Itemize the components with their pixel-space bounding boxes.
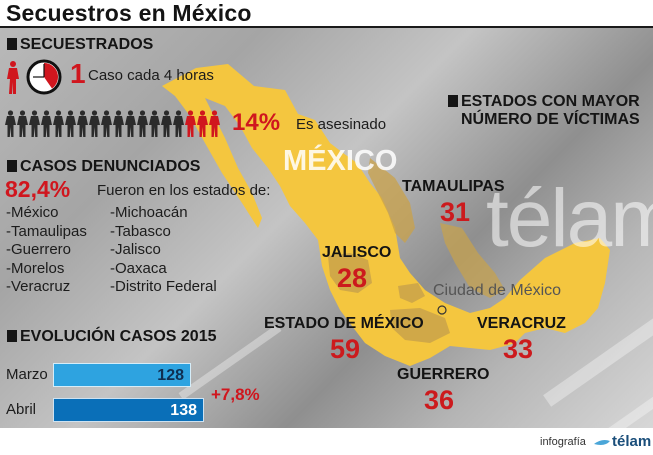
page-title: Secuestros en México [6,0,252,26]
title-divider [0,26,653,28]
people-row [5,110,220,137]
footer-brand: télam [612,433,652,450]
person-icon [137,110,148,137]
person-icon [77,110,88,137]
person-icon [17,110,28,137]
country-label: MÉXICO [283,145,398,177]
state-list-item: -Tabasco [110,222,171,240]
state-name-guerrero: GUERRERO [397,366,490,383]
state-name-tamaulipas: TAMAULIPAS [402,178,505,195]
infographic-panel: télam SECUESTRADOS 1 Caso cada 4 horas 1… [0,28,653,428]
evolucion-change: +7,8% [211,385,260,404]
red-person-icon [209,110,220,137]
bar-value-marzo: 128 [157,367,184,384]
state-list-item: -Guerrero [6,241,72,258]
state-name-estado-de-mexico: ESTADO DE MÉXICO [264,315,424,332]
state-list-item: -Michoacán [110,204,188,221]
state-list-item: -Oaxaca [110,259,167,277]
killed-percent: 14% [232,109,281,136]
person-icon [5,110,16,137]
state-name-veracruz: VERACRUZ [477,315,566,332]
footer-credit: infografía [540,436,586,448]
person-icon [113,110,124,137]
state-victims-tamaulipas: 31 [440,197,471,227]
state-victims-jalisco: 28 [337,263,368,293]
jalisco-shape [328,253,372,293]
state-list-item: -Distrito Federal [110,278,217,295]
denunciados-heading: CASOS DENUNCIADOS [7,158,200,176]
state-list-item: -Veracruz [6,278,71,295]
denunciados-text: Fueron en los estados de: [97,182,271,199]
telam-watermark: télam [486,173,653,264]
state-name-jalisco: JALISCO [322,244,392,261]
state-victims-guerrero: 36 [424,385,455,415]
red-person-icon [185,110,196,137]
state-list-item: -Tamaulipas [6,222,87,240]
rate-text: Caso cada 4 horas [88,67,214,84]
red-person-icon [7,61,19,94]
person-icon [65,110,76,137]
telam-logo-icon [594,440,610,445]
person-icon [173,110,184,137]
bar-label-marzo: Marzo [6,366,48,383]
state-victims-estado-de-mexico: 59 [330,334,361,364]
red-person-icon [197,110,208,137]
state-list-item: -Morelos [6,259,65,277]
states-list-col2: -Michoacán -Tabasco -Jalisco -Oaxaca -Di… [110,204,217,297]
tamaulipas-shape [368,158,415,243]
denunciados-percent: 82,4% [5,176,71,202]
bar-value-abril: 138 [170,402,197,419]
person-icon [29,110,40,137]
person-icon [125,110,136,137]
bar-label-abril: Abril [6,401,37,418]
person-icon [53,110,64,137]
person-icon [161,110,172,137]
estado-de-mexico-shape [398,283,425,303]
bar-marzo: 128 [53,363,191,387]
capital-label: Ciudad de México [433,282,562,299]
footer: infografía télam [0,428,653,455]
victims-heading: ESTADOS CON MAYOR NÚMERO DE VÍCTIMAS [448,93,640,129]
bar-abril: 138 [53,398,204,422]
rate-number: 1 [70,58,86,89]
mexico-map [162,64,610,366]
person-icon [89,110,100,137]
guerrero-shape [390,308,450,343]
clock-icon [7,59,62,95]
state-victims-veracruz: 33 [503,334,534,364]
secuestrados-heading: SECUESTRADOS [7,36,153,54]
state-list-item: -México [6,204,59,221]
states-list-col1: -México -Tamaulipas -Guerrero -Morelos -… [6,204,87,297]
evolucion-heading: EVOLUCIÓN CASOS 2015 [7,328,217,346]
person-icon [101,110,112,137]
capital-marker-icon [437,305,447,315]
person-icon [41,110,52,137]
person-icon [149,110,160,137]
veracruz-shape [440,223,505,298]
state-list-item: -Jalisco [110,241,161,258]
mexico-shape [162,64,610,366]
killed-text: Es asesinado [296,116,387,133]
